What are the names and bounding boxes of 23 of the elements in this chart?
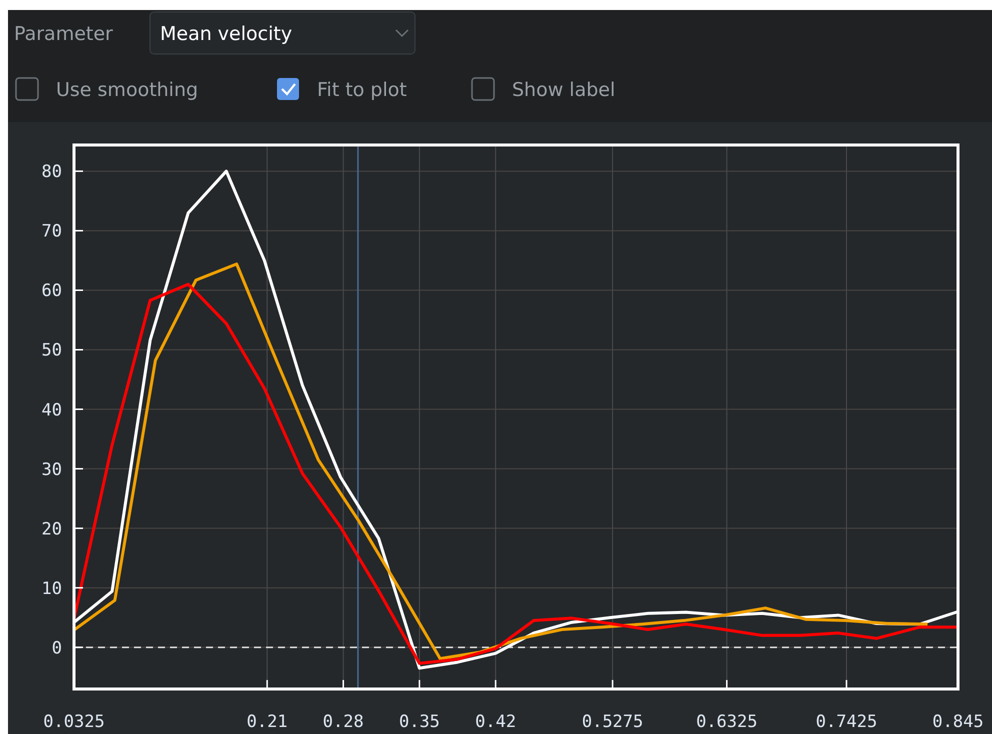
x-tick-label: 0.0325 bbox=[43, 712, 105, 732]
y-tick-label: 60 bbox=[42, 281, 62, 302]
y-tick-label: 30 bbox=[42, 460, 62, 480]
y-tick-label: 70 bbox=[42, 222, 62, 242]
text: Show label bbox=[512, 79, 616, 101]
y-tick-label: 40 bbox=[42, 400, 62, 420]
x-tick-label: 0.42 bbox=[475, 712, 516, 732]
text: Mean velocity bbox=[160, 23, 292, 45]
x-tick-label: 0.21 bbox=[246, 712, 288, 732]
y-tick-label: 0 bbox=[52, 638, 62, 658]
x-tick-label: 0.845 bbox=[932, 712, 984, 732]
x-tick-label: 0.5275 bbox=[582, 712, 644, 732]
text: Use smoothing bbox=[56, 79, 198, 101]
y-tick-label: 50 bbox=[42, 340, 62, 361]
text: Fit to plot bbox=[317, 79, 407, 101]
x-tick-label: 0.28 bbox=[322, 712, 364, 732]
y-tick-label: 20 bbox=[42, 519, 62, 540]
x-tick-label: 0.35 bbox=[398, 712, 440, 732]
x-tick-label: 0.7425 bbox=[816, 712, 878, 732]
y-tick-label: 10 bbox=[42, 578, 62, 599]
x-tick-label: 0.6325 bbox=[696, 712, 758, 732]
text: Parameter bbox=[14, 23, 114, 45]
y-tick-label: 80 bbox=[42, 162, 62, 182]
